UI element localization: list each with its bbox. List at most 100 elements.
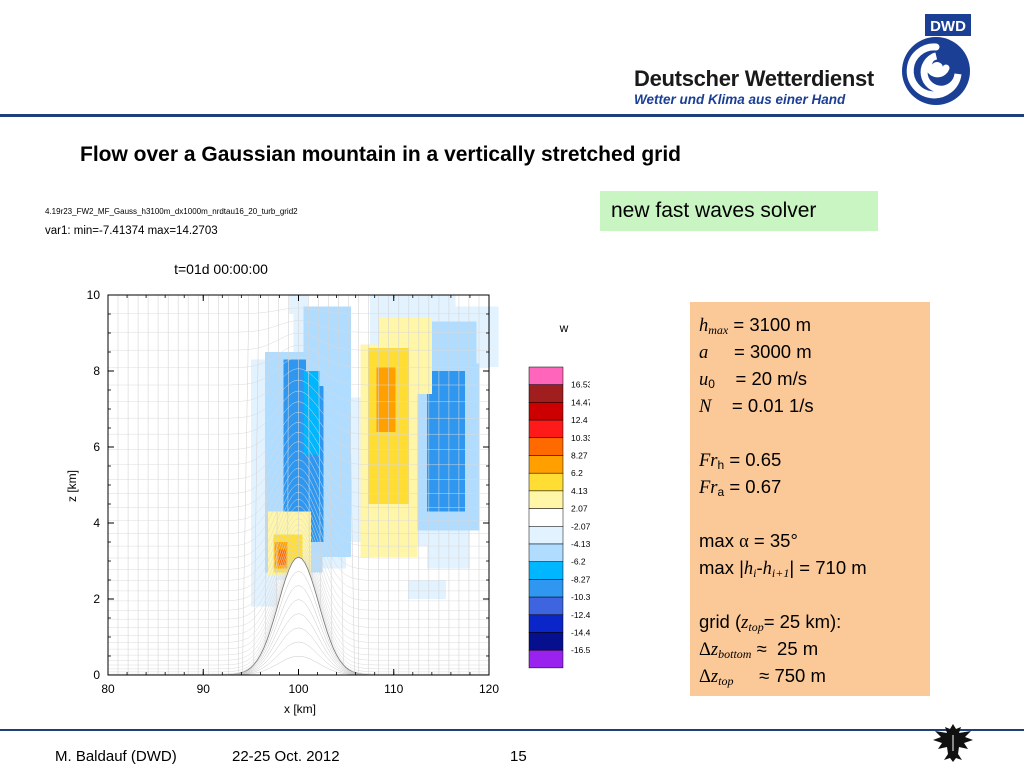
grid-line	[108, 539, 489, 650]
param-u0-sub: 0	[708, 377, 715, 391]
colorbar-tick-label: -2.07	[571, 521, 590, 531]
var-label: var1: min=-7.41374 max=14.2703	[45, 225, 218, 237]
colorbar-tick-label: 4.13	[571, 486, 588, 496]
colorbar-tick-label: 2.07	[571, 504, 588, 514]
colorbar-tick-label: 14.47	[571, 397, 590, 407]
param-a-value: = 3000 m	[708, 341, 812, 362]
param-hmax-sub: max	[708, 323, 729, 337]
param-grid-prefix: grid (	[699, 611, 742, 632]
colorbar-tick-label: 12.4	[571, 415, 588, 425]
grid-line	[338, 295, 344, 676]
param-max-dh-prefix: max |	[699, 557, 744, 578]
x-tick-label: 100	[288, 682, 308, 696]
grid-line	[253, 295, 259, 676]
y-tick-label: 0	[93, 668, 100, 682]
grid-line	[108, 468, 489, 547]
footer-rule	[0, 729, 1024, 731]
param-grid-value: = 25 km):	[763, 611, 842, 632]
grid-line	[108, 484, 489, 570]
param-h2: h	[762, 559, 772, 579]
param-max-alpha: max α = 35°	[699, 527, 930, 554]
footer-author: M. Baldauf (DWD)	[55, 748, 177, 765]
grid-line	[108, 529, 489, 636]
x-axis-label: x [km]	[284, 702, 316, 716]
param-u0-symbol: u	[699, 370, 709, 390]
dwd-logo: DWD	[902, 14, 971, 105]
colorbar-swatch	[528, 632, 564, 651]
param-fra-sub: a	[717, 485, 725, 499]
grid-line	[108, 505, 489, 602]
grid-line	[108, 422, 489, 480]
solver-badge: new fast waves solver	[600, 191, 878, 231]
grid-line	[108, 411, 489, 466]
colorbar: 16.53 14.47 12.4 10.33 8.27 6.2 4.13 2.07 -2.07 -…	[528, 366, 590, 669]
colorbar-swatch	[528, 649, 564, 669]
slide-title: Flow over a Gaussian mountain in a verti…	[80, 143, 682, 166]
colorbar-swatch	[528, 437, 564, 456]
param-max-alpha-value: = 35°	[748, 530, 798, 551]
param-n: N = 0.01 1/s	[699, 392, 930, 419]
w-field-chart: 4.19r23_FW2_MF_Gauss_h3100m_dx1000m_nrdt…	[45, 207, 590, 716]
grid-line	[108, 441, 489, 508]
colorbar-swatch	[528, 366, 564, 385]
param-frh-symbol: Fr	[699, 451, 718, 471]
param-a: a = 3000 m	[699, 338, 930, 365]
logo-text: DWD	[930, 18, 966, 35]
param-fra-symbol: Fr	[699, 478, 718, 498]
y-tick-label: 10	[87, 288, 101, 302]
grid-line	[108, 554, 489, 673]
param-h2-sub: i+1	[771, 566, 790, 580]
colorbar-swatch	[528, 579, 564, 598]
grid-line	[348, 295, 355, 676]
param-frh-sub: h	[717, 458, 725, 472]
header-rule	[0, 114, 1024, 117]
colorbar-tick-label: -6.2	[571, 557, 586, 567]
y-tick-label: 4	[93, 516, 100, 530]
plot-area: 80 90 100 110 120 0 2 4 6 8 10	[87, 288, 500, 696]
param-u0: u0 = 20 m/s	[699, 365, 930, 392]
y-tick-label: 2	[93, 592, 100, 606]
parameter-box: hmax = 3100 m a = 3000 m u0 = 20 m/s N =…	[690, 302, 930, 696]
colorbar-tick-label: -12.4	[571, 610, 590, 620]
colorbar-tick-label: 6.2	[571, 468, 583, 478]
grid-line	[108, 356, 489, 386]
param-max-dh-value: | = 710 m	[789, 557, 867, 578]
grid-line	[108, 332, 489, 351]
colorbar-tick-label: -4.13	[571, 539, 590, 549]
colorbar-swatch	[528, 561, 564, 580]
param-dh-minus: -	[756, 557, 763, 578]
grid-line	[108, 543, 489, 656]
chart-title: t=01d 00:00:00	[174, 261, 268, 277]
w-field-patch	[278, 549, 287, 565]
colorbar-swatch	[528, 614, 564, 633]
grid-line	[108, 518, 489, 620]
colorbar-swatch	[528, 455, 564, 474]
grid-line	[108, 320, 489, 333]
grid-line	[108, 534, 489, 643]
x-tick-label: 110	[384, 682, 403, 696]
delta-symbol: Δ	[699, 667, 711, 687]
param-h1-sub: i	[753, 566, 757, 580]
colorbar-swatch	[528, 543, 564, 562]
param-dz-top-value: ≈ 750 m	[733, 665, 826, 686]
alpha-symbol: α	[739, 532, 749, 552]
colorbar-tick-label: 8.27	[571, 451, 588, 461]
colorbar-tick-label: -14.47	[571, 628, 590, 638]
y-axis-label: z [km]	[65, 470, 79, 502]
footer-date: 22-25 Oct. 2012	[232, 748, 340, 765]
y-tick-label: 8	[93, 364, 100, 378]
param-hmax-value: = 3100 m	[728, 314, 812, 335]
grid-line	[108, 476, 489, 559]
x-tick-label: 80	[101, 682, 115, 696]
param-hmax: hmax = 3100 m	[699, 311, 930, 338]
colorbar-swatch	[528, 596, 564, 616]
param-max-dh: max |hi-hi+1| = 710 m	[699, 554, 930, 581]
grid-line	[108, 390, 489, 435]
colorbar-tick-label: 10.33	[571, 433, 590, 443]
param-u0-value: = 20 m/s	[714, 368, 807, 389]
param-n-symbol: N	[699, 397, 712, 417]
param-fra: Fra = 0.67	[699, 473, 930, 500]
x-tick-label: 120	[479, 682, 499, 696]
colorbar-label: w	[559, 321, 569, 335]
colorbar-tick-label: -8.27	[571, 574, 590, 584]
